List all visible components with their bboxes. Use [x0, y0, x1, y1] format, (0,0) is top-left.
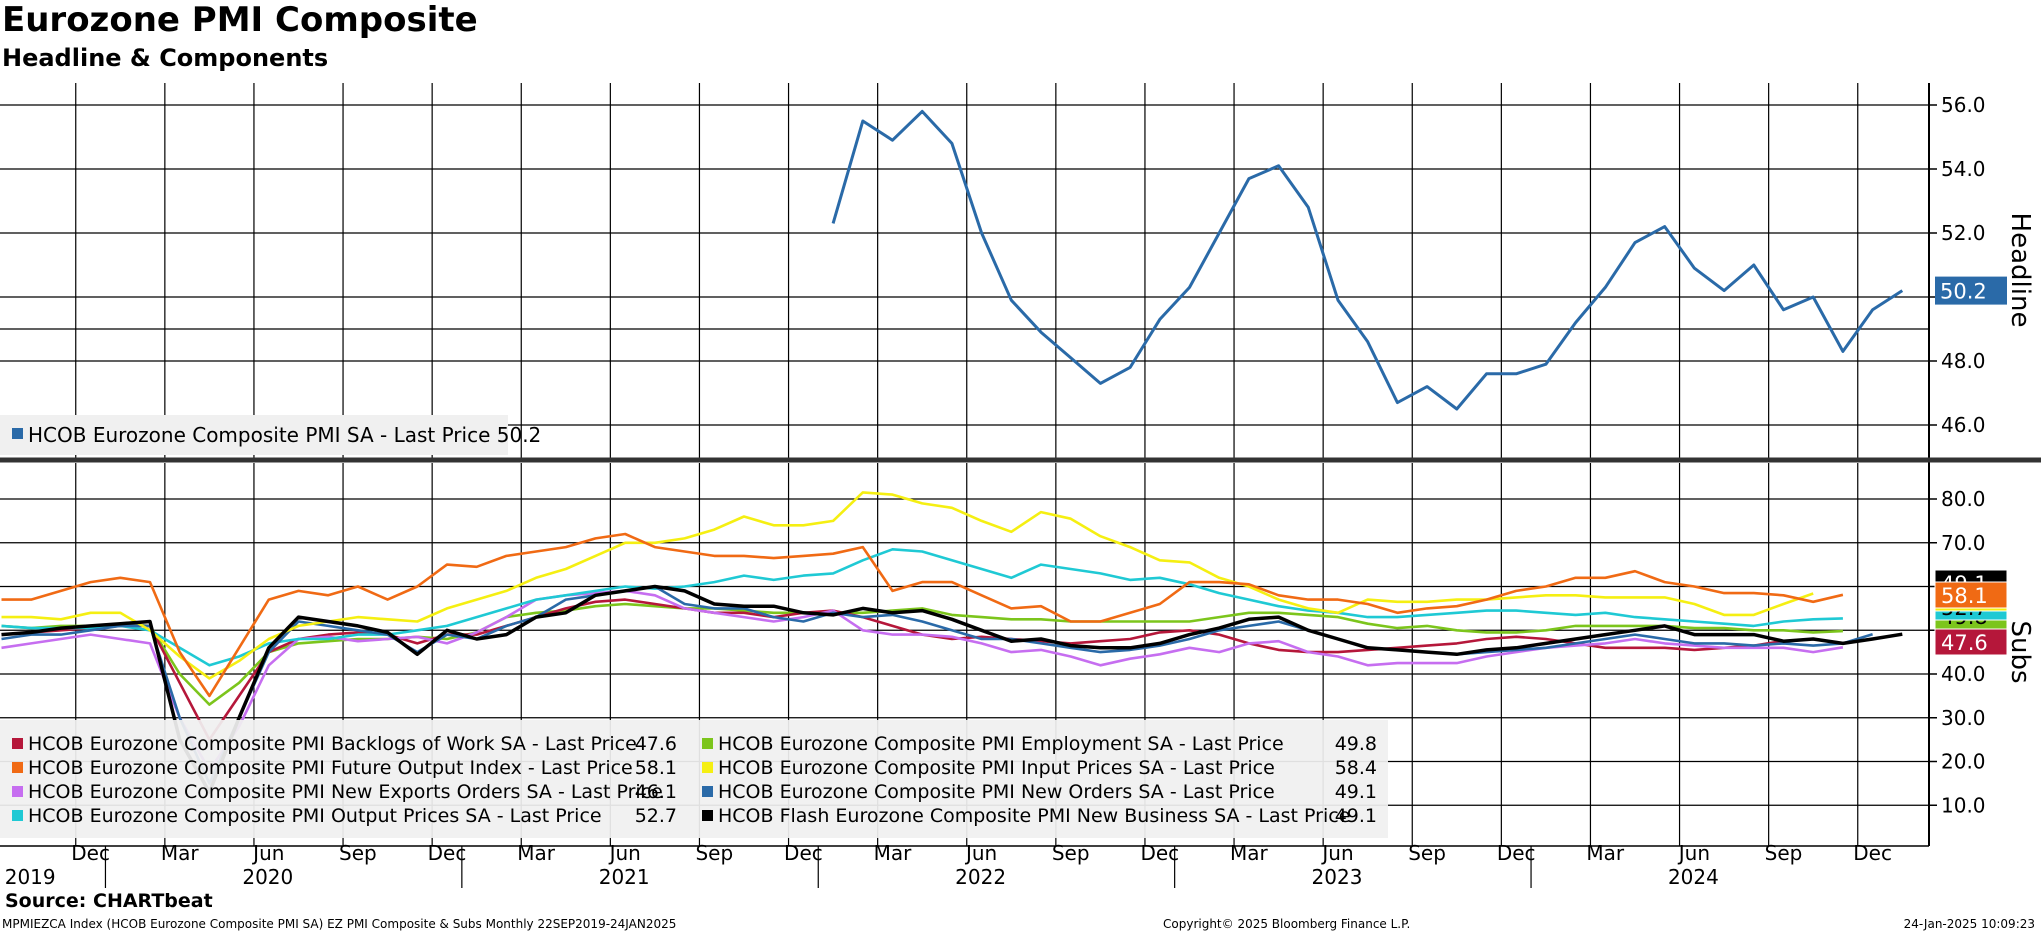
legend-swatch — [12, 762, 23, 773]
sub-value-badge — [1934, 628, 2008, 656]
legend-swatch — [702, 762, 713, 773]
headline-value-label: 50.2 — [1940, 280, 1987, 304]
chart-title: Eurozone PMI Composite — [2, 0, 478, 40]
top-series — [831, 109, 1904, 411]
x-tick-label: Mar — [1230, 841, 1269, 865]
x-tick-label: Sep — [1765, 841, 1803, 865]
sub-value-badge — [1934, 581, 2008, 609]
footer-ticker-info: MPMIEZCA Index (HCOB Eurozone Composite … — [2, 917, 677, 931]
x-tick-label: Dec — [71, 841, 110, 865]
y-axis-title-top: Headline — [2005, 213, 2035, 328]
legend-value: 58.4 — [1335, 757, 1377, 779]
legend-swatch — [702, 786, 713, 797]
x-tick-label: Jun — [964, 841, 997, 865]
footer-timestamp: 24-Jan-2025 10:09:23 — [1903, 917, 2035, 931]
sub-series-line — [1, 602, 1843, 706]
y-tick-label: 70.0 — [1941, 531, 1986, 555]
bottom-series — [1, 491, 1903, 794]
x-tick-label: Sep — [1052, 841, 1090, 865]
headline-series-line — [831, 109, 1904, 411]
y-tick-label: 10.0 — [1941, 793, 1986, 817]
y-tick-label: 20.0 — [1941, 750, 1986, 774]
legend-entry: HCOB Eurozone Composite PMI Output Price… — [28, 805, 602, 827]
sub-series-line — [1, 547, 1843, 667]
legend-background — [0, 720, 1388, 838]
y-tick-label: 54.0 — [1941, 157, 1986, 181]
y-tick-label: 48.0 — [1941, 349, 1986, 373]
x-tick-label: Dec — [428, 841, 467, 865]
legend-entry: HCOB Eurozone Composite PMI Input Prices… — [718, 757, 1275, 779]
source-note: Source: CHARTbeat — [5, 890, 213, 912]
year-label: 2022 — [955, 865, 1006, 889]
y-tick-label: 80.0 — [1941, 487, 1986, 511]
legend-entry: HCOB Eurozone Composite PMI Employment S… — [718, 733, 1284, 755]
top-grid — [0, 83, 1929, 459]
sub-value-label: 47.6 — [1941, 631, 1988, 655]
year-label: 2020 — [242, 865, 293, 889]
legend-entry: HCOB Eurozone Composite PMI New Exports … — [28, 781, 663, 803]
x-tick-label: Jun — [251, 841, 284, 865]
legend-swatch — [702, 738, 713, 749]
x-tick-label: Sep — [695, 841, 733, 865]
legend-value: 47.6 — [635, 733, 677, 755]
x-tick-label: Mar — [161, 841, 200, 865]
chart-subtitle: Headline & Components — [2, 44, 329, 72]
x-tick-label: Dec — [1497, 841, 1536, 865]
legend-swatch — [12, 738, 23, 749]
legend-value: 46.1 — [635, 781, 677, 803]
year-label: 2019 — [5, 865, 56, 889]
x-tick-label: Dec — [1140, 841, 1179, 865]
sub-series-line — [1, 598, 1784, 741]
legend-value: 49.1 — [1335, 805, 1377, 827]
y-tick-label: 52.0 — [1941, 221, 1986, 245]
legend-swatch — [12, 810, 23, 821]
x-tick-label: Jun — [1677, 841, 1710, 865]
y-axis-title-bottom: Subs — [2005, 620, 2035, 683]
x-tick-label: Dec — [1853, 841, 1892, 865]
legend-value: 49.1 — [1335, 781, 1377, 803]
legend-entry: HCOB Eurozone Composite PMI Future Outpu… — [28, 757, 633, 779]
sub-series-line — [1, 532, 1844, 698]
legend-value: 49.8 — [1335, 733, 1377, 755]
x-tick-label: Mar — [517, 841, 556, 865]
y-tick-label: 30.0 — [1941, 706, 1986, 730]
legend-entry: HCOB Eurozone Composite PMI Backlogs of … — [28, 733, 637, 755]
legend-swatch — [12, 428, 23, 439]
footer-copyright: Copyright© 2025 Bloomberg Finance L.P. — [1163, 917, 1411, 931]
top-legend: HCOB Eurozone Composite PMI SA - Last Pr… — [0, 415, 541, 455]
legend-entry: HCOB Eurozone Composite PMI New Orders S… — [718, 781, 1275, 803]
year-label: 2021 — [599, 865, 650, 889]
x-tick-label: Dec — [784, 841, 823, 865]
value-labels: 50.249.149.852.758.458.147.6 — [1934, 276, 2008, 656]
legend-swatch — [12, 786, 23, 797]
x-tick-label: Mar — [874, 841, 913, 865]
legend-value: 58.1 — [635, 757, 677, 779]
sub-series-line — [1, 491, 1814, 680]
legend-value: 52.7 — [635, 805, 677, 827]
y-tick-label: 46.0 — [1941, 413, 1986, 437]
legend-background — [0, 415, 508, 455]
x-tick-label: Mar — [1586, 841, 1625, 865]
x-tick-label: Sep — [1408, 841, 1446, 865]
x-tick-label: Jun — [1320, 841, 1353, 865]
year-label: 2024 — [1668, 865, 1719, 889]
sub-value-label: 58.1 — [1941, 584, 1988, 608]
headline-value-badge — [1935, 276, 2007, 305]
legend-entry: HCOB Flash Eurozone Composite PMI New Bu… — [718, 805, 1350, 827]
y-tick-label: 40.0 — [1941, 662, 1986, 686]
bottom-legend: HCOB Eurozone Composite PMI Backlogs of … — [0, 720, 1388, 838]
y-tick-label: 56.0 — [1941, 93, 1986, 117]
x-tick-label: Jun — [608, 841, 641, 865]
sub-series-line — [1, 584, 1903, 794]
axes: 56.054.052.050.048.046.080.070.060.050.0… — [0, 83, 2041, 889]
x-tick-label: Sep — [339, 841, 377, 865]
year-label: 2023 — [1312, 865, 1363, 889]
legend-swatch — [702, 810, 713, 821]
legend-entry: HCOB Eurozone Composite PMI SA - Last Pr… — [28, 423, 541, 447]
